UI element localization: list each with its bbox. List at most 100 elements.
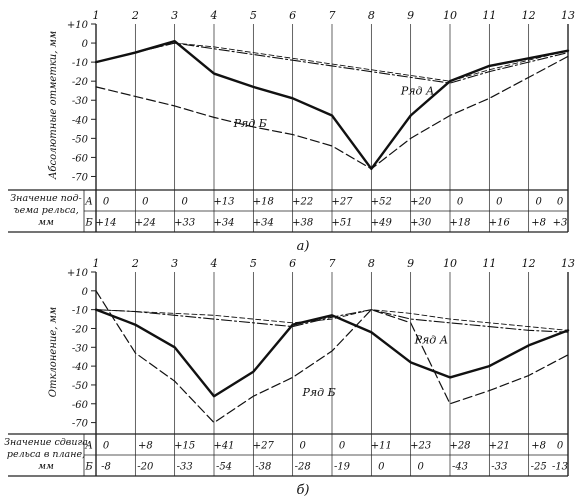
table-cell: +24 (135, 218, 156, 229)
table-row-label: Б (84, 462, 93, 473)
y-axis-title: Отклонение, мм (48, 307, 59, 397)
series-annotation: Ряд Б (233, 117, 267, 130)
table-cell: +8 (138, 441, 153, 452)
y-axis-title: Абсолютные отметки, мм (48, 31, 59, 180)
table-cell: -20 (137, 462, 154, 473)
x-tick-label: 4 (210, 9, 218, 22)
y-tick-label: -60 (72, 153, 89, 164)
table-cell: +30 (410, 218, 432, 229)
table-label-line: ъема рельса, (13, 205, 78, 216)
x-tick-label: 3 (171, 257, 178, 270)
x-tick-label: 7 (329, 9, 336, 22)
table-cell: 0 (299, 441, 306, 452)
series-line-ряд-а (94, 308, 570, 398)
table-cell: -54 (216, 462, 232, 473)
table-row-label: Б (84, 218, 93, 229)
table-cell: +49 (371, 218, 393, 229)
x-tick-label: 2 (131, 257, 139, 270)
table-cell: +38 (292, 218, 313, 229)
table-cell: +27 (253, 441, 275, 452)
x-tick-label: 10 (443, 257, 457, 270)
table-label-line: рельса в плане, (7, 449, 85, 460)
x-tick-label: 12 (522, 257, 536, 270)
series-line-aux-2 (95, 309, 569, 333)
table-cell: +14 (95, 218, 116, 229)
table-cell: +3 (553, 218, 568, 229)
y-tick-label: -40 (72, 115, 89, 126)
table-cell: 0 (103, 197, 110, 208)
table-cell: +11 (371, 441, 392, 452)
table-cell: +13 (213, 197, 234, 208)
y-tick-label: +10 (67, 268, 89, 279)
table-cell: +8 (531, 441, 546, 452)
table-cell: +15 (174, 441, 195, 452)
series-line-ряд-б (95, 290, 569, 424)
panel-label: б) (296, 483, 309, 498)
x-tick-label: 2 (131, 9, 139, 22)
table-cell: +27 (331, 197, 353, 208)
table-cell: -25 (531, 462, 547, 473)
table-row-label: А (84, 197, 93, 208)
y-tick-label: +10 (67, 20, 89, 31)
y-tick-label: -10 (72, 58, 89, 69)
series-line-aux-3 (95, 309, 569, 331)
table-label-line: Значение под- (10, 193, 81, 204)
x-tick-label: 8 (368, 257, 375, 270)
series-annotation: Ряд А (414, 334, 448, 347)
panel-label: а) (297, 239, 310, 254)
table-cell: +51 (331, 218, 352, 229)
x-tick-label: 11 (482, 9, 496, 22)
x-tick-label: 5 (250, 9, 257, 22)
series-annotation: Ряд Б (302, 386, 336, 399)
x-tick-label: 1 (93, 257, 100, 270)
table-cell: -33 (177, 462, 193, 473)
table-cell: +22 (292, 197, 313, 208)
table-cell: +18 (449, 218, 470, 229)
x-tick-label: 11 (482, 257, 496, 270)
y-tick-label: -50 (72, 381, 89, 392)
y-tick-label: -70 (72, 419, 89, 430)
table-cell: 0 (496, 197, 503, 208)
table-cell: -19 (334, 462, 351, 473)
table-cell: 0 (142, 197, 149, 208)
chart-panel-2: +100-10-20-30-40-50-60-701 2 3 4 5 6 7 8 9 10 11 12… (4, 257, 575, 498)
x-tick-label: 12 (522, 9, 536, 22)
table-cell: +52 (371, 197, 392, 208)
table-cell: +23 (410, 441, 431, 452)
table-cell: 0 (417, 462, 424, 473)
table-cell: +34 (253, 218, 274, 229)
series-line-ряд-а (94, 39, 570, 171)
series-line-ряд-б (95, 55, 569, 170)
x-tick-label: 10 (443, 9, 457, 22)
y-tick-label: -20 (72, 324, 89, 335)
table-cell: +21 (489, 441, 510, 452)
table-cell: +28 (449, 441, 470, 452)
table-cell: +16 (489, 218, 511, 229)
table-cell: 0 (378, 462, 385, 473)
table-cell: +8 (531, 218, 546, 229)
x-tick-label: 13 (561, 9, 575, 22)
table-cell: -28 (295, 462, 311, 473)
table-cell: +41 (213, 441, 234, 452)
y-tick-label: 0 (82, 39, 89, 50)
chart-panel-1: +100-10-20-30-40-50-60-701 2 3 4 5 6 7 8 9 10 11 12… (8, 9, 575, 254)
table-cell: 0 (557, 441, 564, 452)
y-tick-label: -60 (72, 400, 89, 411)
x-tick-label: 8 (368, 9, 375, 22)
x-tick-label: 6 (289, 9, 296, 22)
y-tick-label: -30 (72, 343, 89, 354)
table-cell: 0 (535, 197, 542, 208)
y-tick-label: -40 (72, 362, 89, 373)
table-cell: +18 (253, 197, 274, 208)
table-cell: 0 (103, 441, 110, 452)
table-cell: -38 (255, 462, 271, 473)
x-tick-label: 9 (407, 9, 414, 22)
y-tick-label: -50 (72, 134, 89, 145)
table-row-label: А (84, 441, 93, 452)
y-tick-label: -30 (72, 96, 89, 107)
x-tick-label: 5 (250, 257, 257, 270)
x-tick-label: 7 (329, 257, 336, 270)
series-annotation: Ряд А (400, 85, 434, 98)
table-cell: 0 (457, 197, 464, 208)
